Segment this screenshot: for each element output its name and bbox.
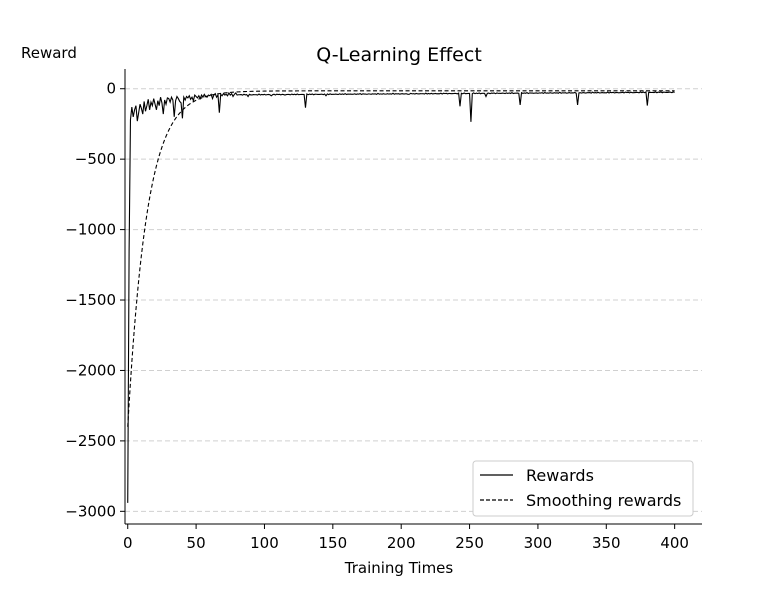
x-tick-label: 200	[387, 534, 416, 552]
y-tick-label: −1500	[65, 291, 116, 309]
y-tick-label: −1000	[65, 221, 116, 239]
legend-smoothing-label: Smoothing rewards	[526, 491, 681, 510]
legend: Rewards Smoothing rewards	[472, 460, 694, 517]
y-tick-label: −2500	[65, 432, 116, 450]
axes: 0 −500 −1000 −1500 −2000 −2500 −3000 0 50 100 150 2…	[65, 69, 702, 552]
grid-lines	[125, 88, 702, 512]
x-tick-label: 50	[187, 534, 206, 552]
legend-box	[472, 460, 694, 517]
x-tick-label: 300	[524, 534, 553, 552]
x-axis-label: Training Times	[344, 559, 454, 577]
y-tick-label: −2000	[65, 361, 116, 379]
x-tick-label: 350	[592, 534, 621, 552]
plot-series	[127, 90, 675, 503]
x-tick-label: 0	[123, 534, 133, 552]
x-tick-label: 150	[319, 534, 348, 552]
y-tick-label: −500	[75, 150, 116, 168]
x-tick-label: 400	[660, 534, 689, 552]
legend-rewards-label: Rewards	[526, 466, 594, 485]
y-tick-label: 0	[106, 80, 116, 98]
chart-title: Q-Learning Effect	[316, 44, 482, 66]
x-tick-label: 250	[455, 534, 484, 552]
smoothing-rewards-line	[127, 90, 675, 427]
y-tick-label: −3000	[65, 502, 116, 520]
rewards-line	[127, 91, 675, 503]
y-axis-label: Reward	[21, 44, 77, 62]
x-tick-label: 100	[250, 534, 279, 552]
